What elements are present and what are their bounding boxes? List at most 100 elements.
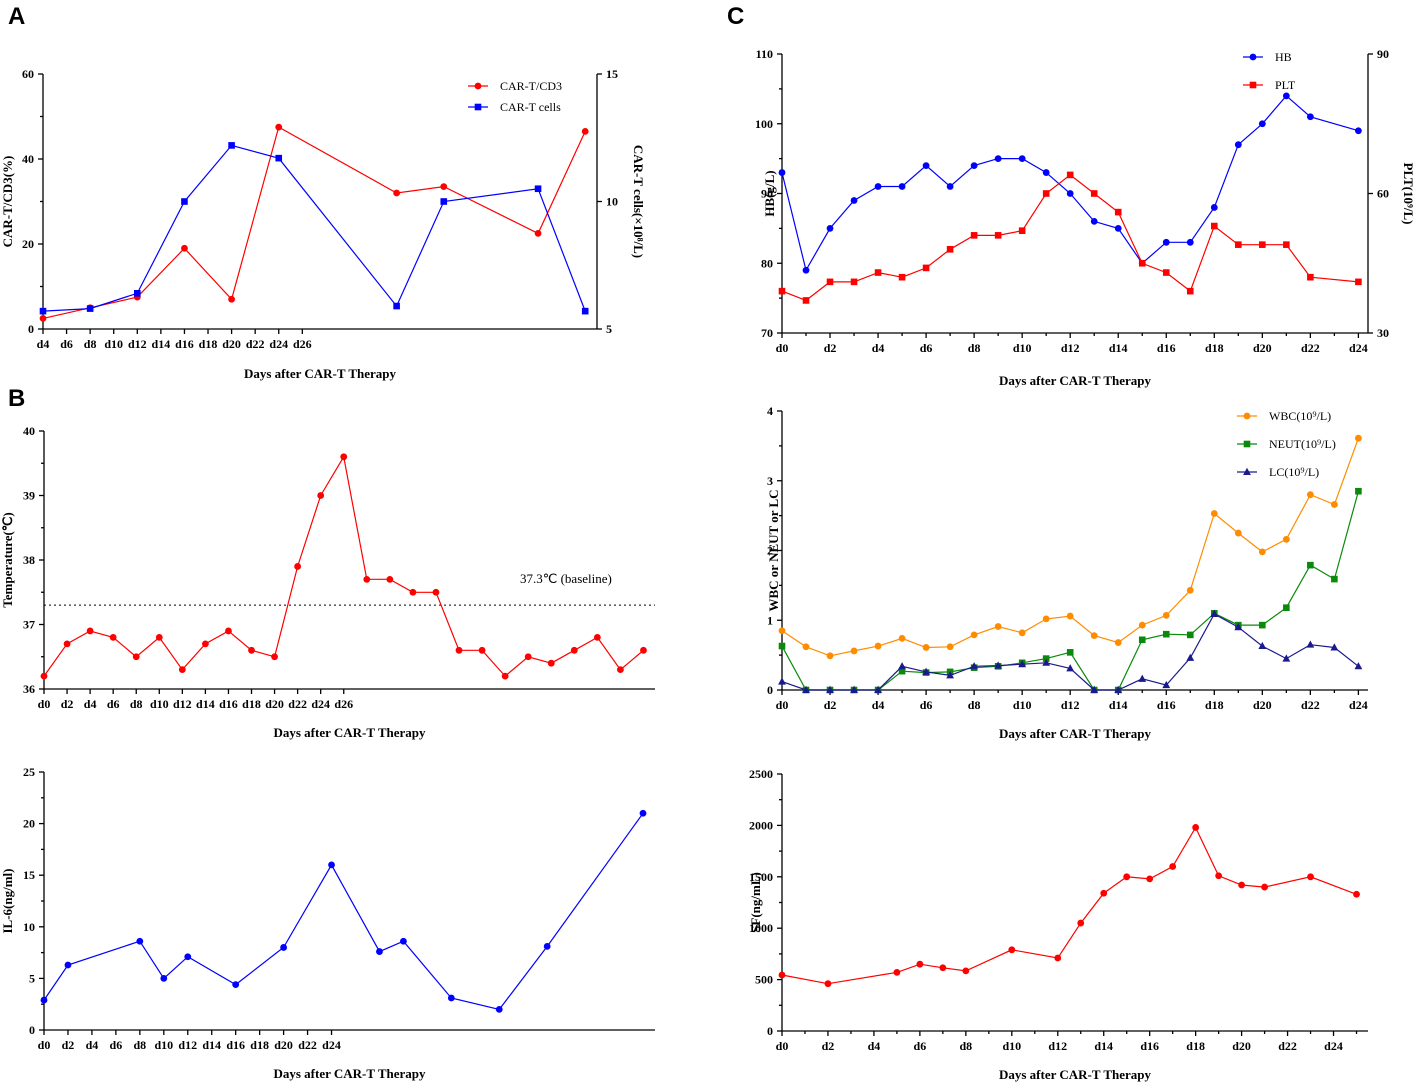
data-point-wbc-10-l [826,652,834,660]
data-point-plt [1307,273,1314,281]
data-point-temperature [132,653,140,661]
x-tick-label: d4 [86,1038,99,1052]
x-tick-label: d12 [1061,698,1080,712]
x-tick-label: d10 [1002,1039,1021,1053]
data-point-temperature [225,627,232,635]
x-tick-label: d10 [104,337,123,351]
data-point-lc-10-l [1066,664,1075,672]
y-tick-label: 110 [756,47,773,61]
x-tick-label: d6 [110,1038,123,1052]
data-point-plt [946,246,954,253]
legend-label-plt: PLT [1275,78,1296,92]
y-axis-title: Temperature(℃) [0,512,15,607]
data-point-lc-10-l [850,685,858,693]
data-point-hb [1162,238,1170,246]
x-tick-label: d18 [242,697,261,711]
x-tick-label: d0 [38,1038,51,1052]
y-tick-label: 2000 [749,818,773,832]
x-tick-label: d18 [1205,698,1224,712]
data-point-il-6 [184,953,192,961]
data-point-temperature [570,646,578,654]
y-tick-label: 100 [755,117,773,131]
data-point-il-6 [543,943,551,950]
data-point-neut-10-l [778,642,786,650]
y-axis-title: HB(g/L) [762,170,777,216]
data-point-neut-10-l [1259,621,1266,629]
y-axis-title: IL-6(ng/ml) [0,869,15,934]
data-point-wbc-10-l [1354,434,1362,442]
x-tick-label: d14 [1109,341,1128,355]
y-tick-label: 40 [22,152,34,166]
y-tick-label: 10 [23,920,35,934]
data-point-sf [962,967,970,975]
data-point-wbc-10-l [1018,629,1026,637]
data-point-temperature [524,653,532,661]
x-tick-label: d18 [250,1038,269,1052]
y-tick-label: 3 [767,474,773,488]
data-point-plt [922,264,930,272]
y-tick-label: 1500 [749,870,773,884]
series-line-il-6 [43,812,644,1011]
data-point-hb [1042,169,1050,176]
x-tick-label: d22 [298,1038,317,1052]
y2-tick-label: 15 [606,67,618,81]
data-point-wbc-10-l [1306,491,1314,499]
chart-sf: 0 500 1000 1500 2000 2500 d0 d2 d4 d6 d8 d10 d12 d14 d… [748,767,1368,1082]
x-tick-label: d14 [1094,1039,1113,1053]
data-point-il-6 [400,937,407,945]
data-point-wbc-10-l [1258,548,1266,556]
data-point-il-6 [160,975,168,982]
y-tick-label: 0 [767,1024,773,1038]
x-tick-label: d6 [60,337,73,351]
data-point-lc-10-l [802,685,810,693]
data-point-lc-10-l [826,685,834,693]
x-axis-title: Days after CAR-T Therapy [999,1067,1152,1082]
x-axis-title: Days after CAR-T Therapy [273,1066,426,1081]
y-tick-label: 0 [28,322,34,336]
data-point-wbc-10-l [1066,612,1074,620]
data-point-lc-10-l [1282,654,1291,662]
data-point-car-t-cells [393,302,400,310]
data-point-temperature [363,575,371,583]
data-point-wbc-10-l [970,631,978,639]
x-tick-label: d22 [1278,1039,1297,1053]
data-point-wbc-10-l [946,643,954,651]
x-tick-label: d8 [959,1039,972,1053]
x-tick-label: d12 [1061,341,1080,355]
data-point-temperature [593,634,601,641]
data-point-temperature [478,646,486,654]
data-point-wbc-10-l [850,647,858,655]
x-tick-label: d8 [968,698,981,712]
data-point-il-6 [136,937,144,945]
data-point-hb [1354,127,1362,135]
y-tick-label: 0 [767,683,773,697]
x-tick-label: d10 [154,1038,173,1052]
data-point-lc-10-l [1258,641,1267,650]
x-tick-label: d16 [219,697,238,711]
data-point-wbc-10-l [1114,639,1122,646]
data-point-il-6 [232,981,240,988]
y-tick-label: 15 [23,868,35,882]
y-axis-title: CAR-T/CD3(%) [0,156,15,248]
data-point-lc-10-l [1138,674,1147,682]
data-point-sf [893,969,901,976]
data-point-wbc-10-l [922,644,930,651]
data-point-neut-10-l [1283,604,1290,611]
data-point-hb [826,224,834,232]
data-point-car-t-cells [275,154,283,162]
y-tick-label: 60 [22,67,34,81]
data-point-lc-10-l [874,685,882,693]
chart-hb-plt: 70 80 90 100 110 30 60 90 d0 d2 d4 d6 d8 d10 d12 d14 d16… [755,47,1416,388]
baseline-label: 37.3℃ (baseline) [520,571,612,586]
data-point-sf [939,964,947,972]
data-point-sf [1261,883,1268,891]
y-tick-label: 20 [23,817,35,831]
data-point-temperature [640,646,647,654]
data-point-lc-10-l [898,662,906,670]
panel-label-c: C [727,3,744,30]
y-tick-label: 2500 [749,767,773,781]
data-point-wbc-10-l [1042,615,1050,623]
data-point-lc-10-l [970,662,979,670]
x-tick-label: d16 [1157,698,1176,712]
data-point-sf [1215,872,1223,880]
